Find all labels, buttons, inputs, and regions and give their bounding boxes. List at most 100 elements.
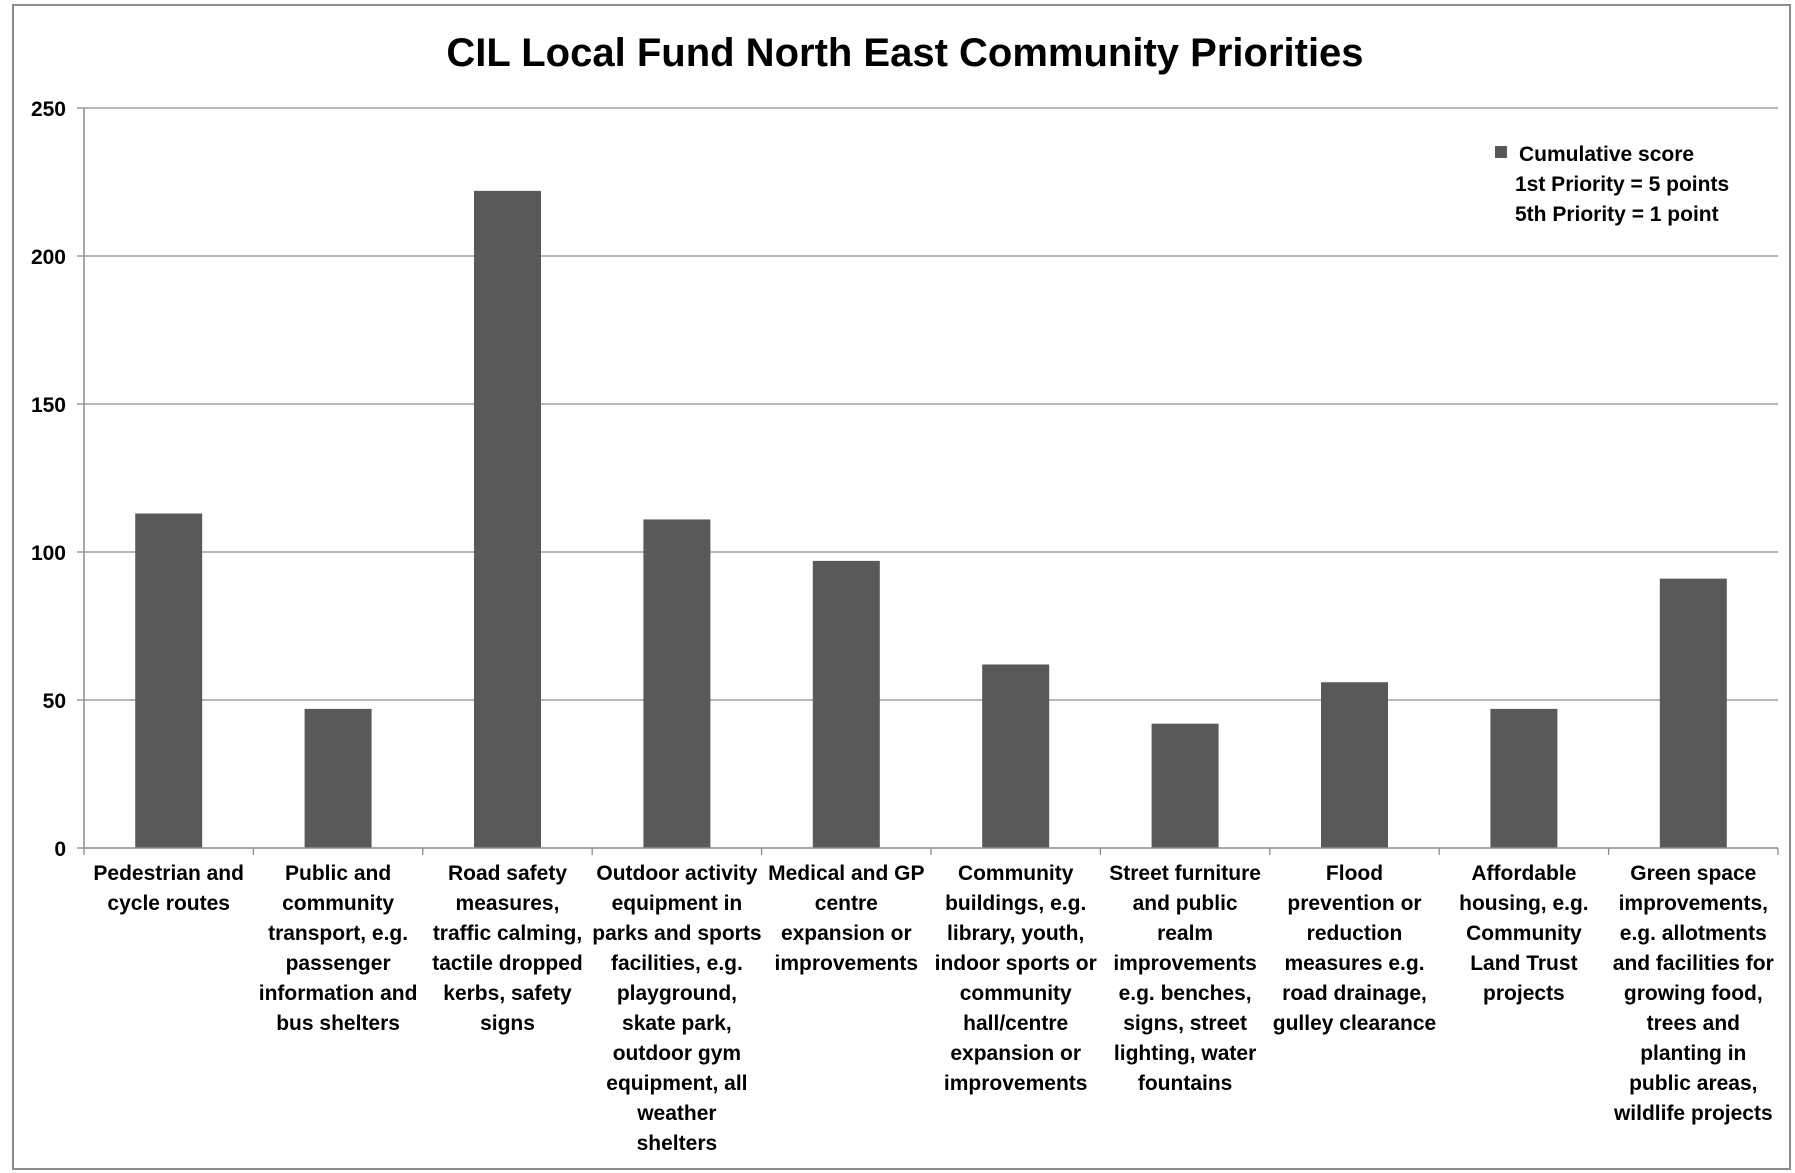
x-tick-label-line: reduction [1307,922,1403,945]
y-axis-ticks: 0 50 100 150 200 250 [31,98,66,861]
x-tick-label-line: cycle routes [107,892,230,915]
x-tick-label-line: housing, e.g. [1459,892,1589,915]
x-tick-label-line: signs, street [1123,1012,1247,1035]
x-tick-label-line: facilities, e.g. [611,952,743,975]
x-tick-label-line: e.g. allotments [1620,922,1767,945]
x-tick-label: Outdoor activity equipment in parks and sp… [592,862,761,1155]
x-tick-label-line: weather [636,1102,716,1125]
x-tick-label-line: gulley clearance [1273,1012,1436,1035]
bar [812,560,880,848]
x-tick-label: Street furniture and public realm improveme… [1109,862,1261,1095]
x-tick-label-line: signs [480,1012,535,1035]
x-tick-label: Green space improvements, e.g. allotments a… [1613,862,1774,1125]
x-tick-label-line: library, youth, [947,922,1084,945]
x-tick-label-line: outdoor gym [613,1042,741,1065]
x-tick-label-line: indoor sports or [935,952,1097,975]
x-tick-label-line: Outdoor activity [596,862,757,885]
gridlines [84,107,1778,701]
x-tick-label-line: passenger [286,952,391,975]
bar [304,708,372,848]
x-tick-label-line: expansion or [950,1042,1081,1065]
x-tick-label-line: improvements, [1619,892,1768,915]
x-tick-label-line: equipment, all [606,1072,747,1095]
legend-swatch [1495,146,1507,158]
x-tick-label-line: bus shelters [276,1012,400,1035]
legend: Cumulative score 1st Priority = 5 points… [1495,143,1729,226]
chart-title: CIL Local Fund North East Community Prio… [446,31,1363,75]
x-tick-label-line: measures e.g. [1284,952,1424,975]
bar [135,513,203,848]
x-tick-label-line: kerbs, safety [443,982,572,1005]
x-tick-label-line: equipment in [612,892,743,915]
x-tick-label-line: tactile dropped [432,952,583,975]
x-tick-label-line: road drainage, [1282,982,1427,1005]
bar [1151,723,1219,848]
x-tick-label-line: growing food, [1624,982,1763,1005]
x-tick-label-line: public areas, [1629,1072,1757,1095]
x-tick-label-line: improvements [1113,952,1257,975]
x-tick-label-line: community [282,892,394,915]
y-tick-label: 250 [31,98,66,121]
x-tick-label-line: parks and sports [592,922,761,945]
x-tick-label-line: Street furniture [1109,862,1261,885]
bar [643,519,711,848]
x-tick-label-line: community [960,982,1072,1005]
x-tick-label-line: realm [1157,922,1213,945]
y-tick-label: 0 [54,838,66,861]
x-tick-label: Medical and GP centre expansion or improvem… [768,862,924,975]
x-tick-label: Public and community transport, e.g. passen… [259,862,418,1035]
x-tick-label-line: Road safety [448,862,567,885]
legend-note: 5th Priority = 1 point [1515,203,1719,226]
x-tick-label-line: and facilities for [1613,952,1774,975]
x-tick-label-line: Public and [285,862,391,885]
x-tick-label-line: skate park, [622,1012,732,1035]
x-tick-label-line: hall/centre [963,1012,1068,1035]
x-tick-label-line: playground, [617,982,737,1005]
x-tick-label-line: traffic calming, [433,922,582,945]
x-axis-labels: Pedestrian and cycle routes Public and comm… [93,862,1773,1155]
x-tick-label-line: buildings, e.g. [945,892,1086,915]
bar [982,664,1050,848]
x-tick-label-line: and public [1133,892,1238,915]
x-tick-label-line: Flood [1326,862,1383,885]
x-tick-label-line: fountains [1138,1072,1233,1095]
x-tick-label-line: projects [1483,982,1565,1005]
x-tick-label: Pedestrian and cycle routes [93,862,244,915]
x-tick-label-line: Community [958,862,1074,885]
x-tick-label-line: expansion or [781,922,912,945]
bars [135,190,1727,848]
x-tick-label: Road safety measures, traffic calming, tact… [432,862,583,1035]
x-tick-label-line: Land Trust [1470,952,1577,975]
legend-label: Cumulative score [1519,143,1694,166]
x-tick-label-line: wildlife projects [1613,1102,1773,1125]
y-tick-label: 50 [43,690,66,713]
x-tick-label-line: improvements [944,1072,1088,1095]
y-tick-label: 150 [31,394,66,417]
bar [1659,578,1727,848]
x-tick-label-line: Medical and GP [768,862,924,885]
x-tick-label: Community buildings, e.g. library, youth, i… [935,862,1097,1095]
x-tick-label-line: information and [259,982,418,1005]
x-tick-label-line: planting in [1640,1042,1746,1065]
legend-note: 1st Priority = 5 points [1515,173,1729,196]
x-tick-label-line: e.g. benches, [1119,982,1252,1005]
x-tick-label-line: transport, e.g. [268,922,408,945]
x-tick-label: Affordable housing, e.g. Community Land Tru… [1459,862,1589,1005]
axes [77,107,1779,855]
x-tick-label-line: trees and [1647,1012,1740,1035]
x-tick-label-line: Community [1466,922,1582,945]
x-tick-label-line: improvements [775,952,919,975]
bar [474,190,541,848]
x-tick-label-line: prevention or [1287,892,1421,915]
y-tick-label: 200 [31,246,66,269]
bar [1321,682,1388,848]
x-tick-label-line: Affordable [1471,862,1576,885]
x-tick-label: Flood prevention or reduction measures e.g.… [1273,862,1436,1035]
x-tick-label-line: Pedestrian and [93,862,244,885]
x-tick-label-line: measures, [456,892,560,915]
bar [1490,708,1558,848]
x-tick-label-line: shelters [637,1132,718,1155]
chart-frame [12,4,1791,1170]
x-tick-label-line: Green space [1630,862,1756,885]
